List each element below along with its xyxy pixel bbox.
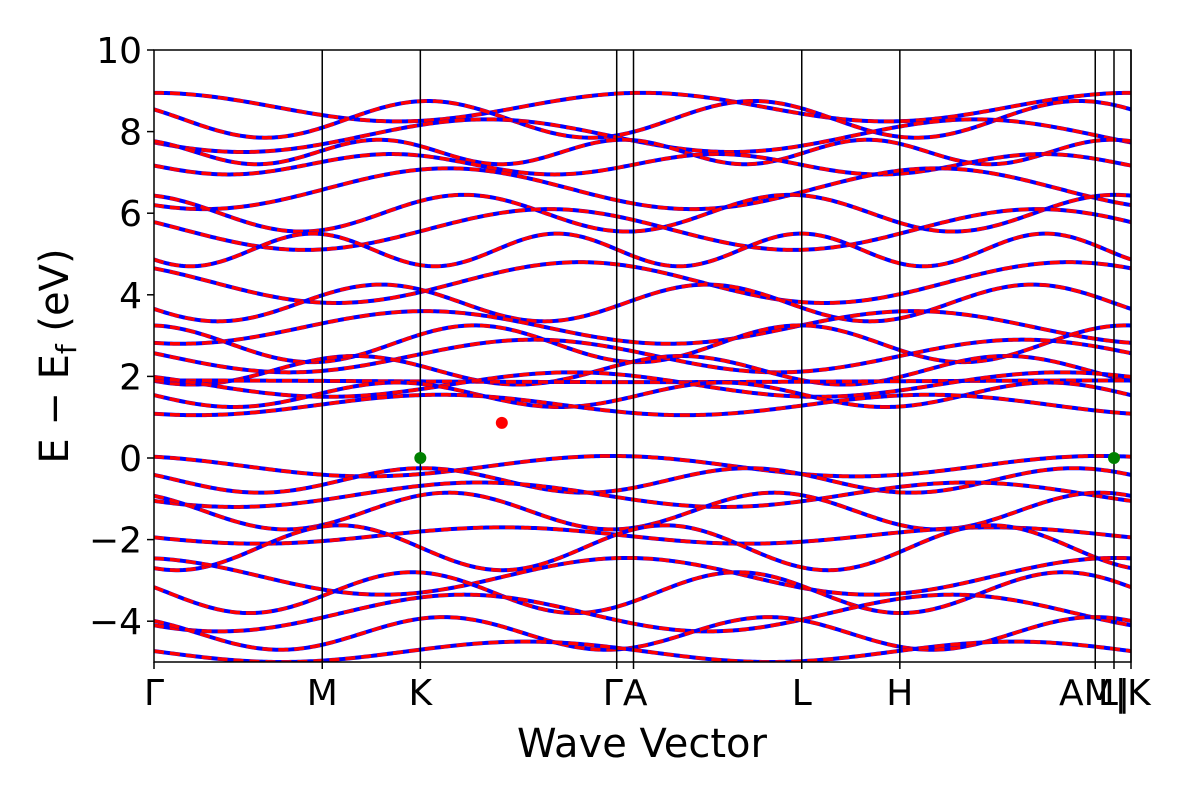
- band-18-spin-down: [154, 393, 1131, 417]
- band-8-spin-down: [154, 231, 1131, 268]
- band-0-spin-down: [154, 91, 1131, 124]
- band-24-spin-down: [154, 523, 1131, 572]
- band-7-spin-down: [154, 207, 1131, 252]
- y-axis-label: E − Ef (eV): [32, 248, 83, 463]
- y-tick-label: 4: [119, 276, 142, 317]
- band-20-spin-down: [154, 466, 1131, 495]
- band-2-spin-down: [154, 117, 1131, 154]
- band-14-spin-down: [154, 354, 1131, 387]
- x-axis-label: Wave Vector: [517, 721, 768, 767]
- band-5-spin-up: [154, 166, 1131, 212]
- y-axis-label-unit: (eV): [32, 248, 78, 344]
- x-tick-label: K: [409, 673, 434, 714]
- band-21-spin-down: [154, 480, 1131, 509]
- bands-layer: [154, 90, 1131, 662]
- band-26-spin-down: [154, 570, 1131, 615]
- extrema-markers: [414, 416, 1121, 464]
- band-19-spin-down: [154, 454, 1131, 479]
- band-0-spin-up: [154, 90, 1131, 124]
- x-tick-label: ΓA: [603, 673, 648, 714]
- x-tick-label: K: [1127, 673, 1152, 714]
- x-tick-label: M: [307, 673, 338, 714]
- y-tick-label: 6: [119, 194, 142, 235]
- band-15-spin-down: [154, 378, 1131, 384]
- band-27-spin-down: [154, 592, 1131, 634]
- band-29-spin-down: [154, 639, 1131, 662]
- band-1-spin-down: [154, 99, 1131, 140]
- band-6-spin-down: [154, 193, 1131, 234]
- vbm-marker-1: [1108, 452, 1121, 464]
- band-28-spin-down: [154, 615, 1131, 652]
- band-13-spin-down: [154, 337, 1131, 375]
- band-10-spin-down: [154, 282, 1131, 324]
- band-16-spin-down: [154, 370, 1131, 399]
- x-tick-label: AM|: [1059, 673, 1127, 714]
- band-25-spin-down: [154, 556, 1131, 597]
- y-tick-label: 0: [119, 439, 142, 480]
- y-tick-label: −2: [89, 521, 142, 562]
- plot-frame: [153, 49, 1132, 663]
- y-tick-label: 8: [119, 113, 142, 154]
- band-5-spin-down: [154, 166, 1131, 211]
- y-axis-ticks: −4 −2 0 2 4 6 8 10: [89, 31, 154, 643]
- band-11-spin-down: [154, 309, 1131, 346]
- band-25-spin-up: [154, 555, 1131, 597]
- band-4-spin-down: [154, 152, 1131, 177]
- y-axis-label-sub: f: [50, 343, 83, 354]
- y-tick-label: 10: [96, 31, 142, 72]
- y-tick-label: −4: [89, 602, 142, 643]
- x-tick-label: L: [792, 673, 812, 714]
- band-12-spin-down: [154, 323, 1131, 364]
- y-axis-label-main: E − E: [32, 354, 78, 464]
- y-tick-label: 2: [119, 357, 142, 398]
- cbm-marker: [495, 416, 508, 429]
- x-tick-label: H: [886, 673, 913, 714]
- x-axis-ticks: Γ M K ΓA L H AM|L|K: [144, 662, 1152, 714]
- band-9-spin-down: [154, 260, 1131, 305]
- vbm-marker-0: [414, 452, 427, 464]
- x-tick-label: L|: [1098, 673, 1130, 714]
- x-tick-label: Γ: [144, 673, 164, 714]
